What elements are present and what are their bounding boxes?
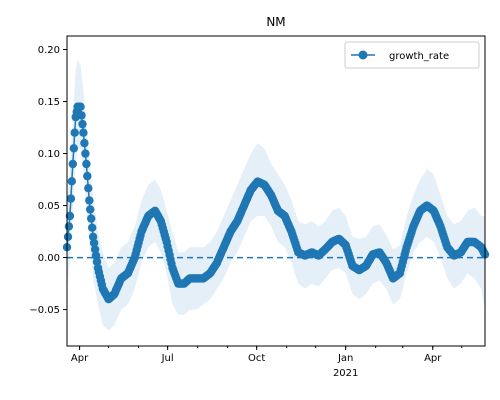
x-tick-label: Jul	[161, 353, 174, 364]
growth-rate-point	[91, 251, 101, 260]
legend-marker-sample	[358, 50, 368, 60]
growth-rate-point	[80, 138, 89, 148]
growth-rate-point	[85, 196, 94, 205]
x-year-label: 2021	[333, 368, 358, 379]
legend-entry-growth-rate: growth_rate	[389, 51, 449, 62]
growth-rate-point	[88, 223, 97, 232]
x-tick-label: Oct	[248, 353, 265, 364]
growth-rate-point	[89, 238, 99, 248]
growth-rate-point	[82, 159, 91, 169]
y-axis: −0.05 0.00 0.05 0.10 0.15 0.20	[29, 45, 67, 316]
series-layer	[62, 102, 490, 304]
growth-rate-point	[67, 177, 77, 186]
growth-rate-point	[65, 211, 75, 221]
growth-rate-point	[77, 111, 86, 120]
growth-rate-point	[63, 232, 73, 241]
growth-rate-point	[66, 194, 76, 203]
growth-rate-point	[79, 128, 88, 137]
growth-rate-point	[87, 214, 96, 223]
growth-rate-point	[70, 128, 79, 137]
growth-rate-point	[86, 205, 95, 214]
growth-rate-point	[90, 245, 100, 254]
growth-rate-point	[88, 232, 98, 241]
y-tick-label: 0.00	[38, 253, 60, 264]
growth-rate-point	[92, 257, 102, 266]
growth-rate-point	[76, 102, 85, 111]
growth-rate-point	[78, 119, 87, 129]
x-axis: Apr Jul Oct Jan Apr 2021	[71, 346, 463, 379]
growth-rate-point	[83, 171, 92, 181]
y-tick-label: 0.10	[38, 149, 60, 160]
y-tick-label: 0.15	[38, 97, 60, 108]
y-tick-label: 0.20	[38, 45, 60, 56]
growth-rate-point	[84, 184, 93, 193]
x-tick-label: Jan	[337, 353, 353, 364]
y-tick-label: −0.05	[29, 305, 60, 316]
legend: growth_rate	[344, 41, 480, 69]
growth-rate-point	[69, 144, 79, 153]
legend-box	[344, 41, 480, 69]
x-tick-label: Apr	[424, 353, 442, 364]
growth-rate-point	[81, 149, 90, 158]
plot-frame	[66, 35, 486, 347]
chart-title: NM	[266, 15, 285, 29]
y-tick-label: 0.05	[38, 201, 60, 212]
x-tick-label: Apr	[71, 353, 89, 364]
growth-rate-point	[68, 159, 78, 169]
growth-rate-point	[64, 222, 74, 231]
